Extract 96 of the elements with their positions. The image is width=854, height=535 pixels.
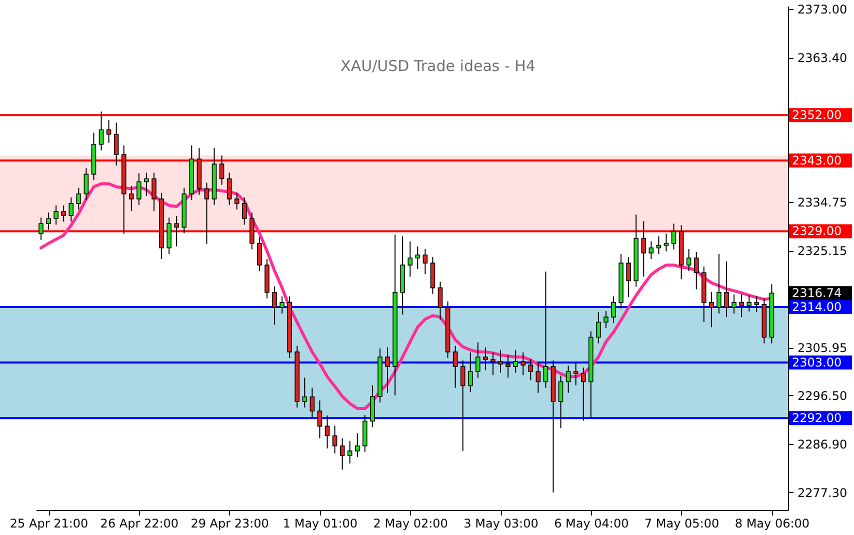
candlestick — [354, 432, 360, 458]
ref-line-label: 2314.00 — [792, 300, 842, 314]
candlestick — [422, 248, 428, 275]
candlestick — [204, 182, 210, 244]
ref-line-label: 2343.00 — [792, 154, 842, 168]
candlestick — [310, 387, 315, 418]
candlestick — [513, 349, 518, 374]
candlestick — [226, 172, 232, 206]
candlestick — [415, 246, 420, 270]
candlestick — [656, 236, 662, 254]
candlestick — [596, 312, 601, 344]
candlestick — [438, 281, 443, 320]
candlestick — [468, 352, 473, 392]
candlestick — [144, 172, 149, 196]
candlestick — [671, 223, 676, 250]
candlestick — [543, 271, 548, 388]
y-tick-label: 2325.15 — [798, 244, 848, 258]
candlestick — [280, 296, 284, 314]
candlestick — [98, 111, 104, 151]
candlestick — [61, 204, 66, 222]
y-tick-label: 2373.00 — [798, 2, 848, 17]
candlestick — [452, 345, 458, 388]
candlestick — [152, 172, 156, 212]
candlestick — [694, 251, 699, 290]
x-tick-label: 7 May 05:00 — [644, 516, 720, 530]
candlestick — [604, 310, 608, 329]
ref-line-label: 2329.00 — [792, 224, 842, 238]
candlestick — [234, 192, 240, 210]
candlestick — [490, 352, 496, 376]
x-tick-label: 26 Apr 22:00 — [100, 516, 179, 530]
candlestick — [506, 354, 510, 378]
candlestick — [128, 185, 134, 212]
candlestick — [573, 362, 578, 386]
candlestick — [76, 187, 82, 210]
candlestick — [558, 375, 564, 429]
candlestick — [114, 122, 119, 166]
candlestick — [38, 217, 44, 240]
y-tick-label: 2305.95 — [798, 341, 848, 356]
candlestick — [716, 253, 722, 314]
candlestick — [476, 342, 480, 378]
candlestick — [528, 358, 534, 381]
candlestick — [566, 365, 571, 394]
text: 2316.74 — [792, 286, 842, 300]
candlestick — [84, 168, 89, 200]
candlestick — [460, 360, 466, 452]
x-tick-label: 25 Apr 21:00 — [10, 516, 88, 530]
text: XAU/USD Trade ideas - H4 — [340, 57, 536, 75]
candlestick — [272, 286, 277, 326]
x-tick-label: 3 May 03:00 — [464, 516, 538, 530]
candlestick — [686, 248, 692, 272]
candlestick — [257, 236, 262, 272]
candlestick — [641, 220, 646, 278]
y-tick-label: 2286.90 — [798, 437, 848, 452]
x-tick-label: 8 May 06:00 — [734, 516, 810, 530]
candlestick — [136, 172, 142, 206]
candlestick — [626, 256, 631, 298]
ref-line-label: 2352.00 — [792, 108, 842, 122]
candlestick — [648, 240, 654, 260]
candlestick — [408, 240, 413, 278]
candlestick — [754, 295, 760, 313]
candlestick — [732, 294, 736, 314]
candlestick — [54, 204, 58, 226]
candlestick — [317, 400, 322, 439]
y-tick-label: 2334.75 — [798, 196, 848, 210]
candlestick — [242, 196, 247, 226]
candlestick — [219, 154, 224, 186]
candlestick — [302, 377, 308, 408]
candlestick — [174, 216, 179, 247]
candlestick — [324, 415, 330, 449]
candlestick — [709, 291, 714, 328]
y-tick-label: 2296.50 — [798, 388, 848, 403]
candlestick — [332, 425, 338, 454]
y-tick-label: 2363.40 — [798, 51, 848, 66]
candlestick — [498, 349, 503, 374]
x-tick-label: 2 May 02:00 — [373, 516, 448, 530]
x-tick-label: 1 May 01:00 — [282, 516, 358, 530]
x-tick-label: 29 Apr 23:00 — [190, 516, 269, 530]
candlestick — [580, 367, 586, 422]
ref-line-label: 2292.00 — [792, 411, 842, 426]
candlestick — [739, 294, 744, 318]
x-tick-label: 6 May 04:00 — [554, 516, 629, 530]
candlestick — [536, 362, 541, 394]
candlestick — [347, 440, 352, 464]
y-tick-label: 2277.30 — [798, 486, 848, 500]
candlestick — [106, 120, 112, 144]
candlestick — [611, 296, 616, 324]
ref-line-label: 2303.00 — [792, 356, 842, 370]
candlestick — [483, 346, 488, 371]
candlestick — [520, 352, 526, 376]
candlestick — [340, 438, 345, 470]
candlestick — [68, 196, 74, 222]
candlestick — [385, 346, 390, 394]
candlestick — [724, 261, 729, 318]
candlestick — [664, 233, 669, 252]
candlestick — [46, 212, 51, 230]
candlestick — [746, 294, 752, 312]
